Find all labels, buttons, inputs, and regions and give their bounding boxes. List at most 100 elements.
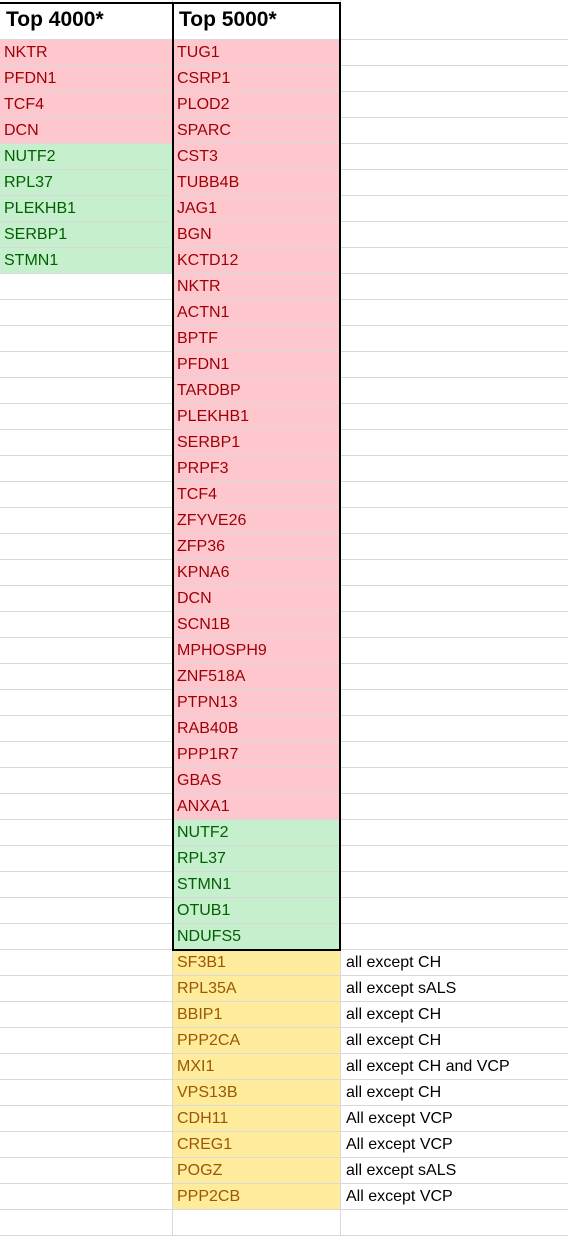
cell-top-5000[interactable]: STMN1 bbox=[173, 872, 341, 898]
cell-top-4000[interactable] bbox=[0, 508, 173, 534]
cell-top-4000[interactable] bbox=[0, 482, 173, 508]
cell-top-5000[interactable]: SF3B1 bbox=[173, 950, 341, 976]
cell-top-4000[interactable]: PFDN1 bbox=[0, 66, 173, 92]
cell-top-4000[interactable] bbox=[0, 612, 173, 638]
cell-top-5000[interactable]: KPNA6 bbox=[173, 560, 341, 586]
cell-top-5000[interactable]: CDH11 bbox=[173, 1106, 341, 1132]
cell-top-4000[interactable] bbox=[0, 1184, 173, 1210]
cell-note[interactable] bbox=[341, 872, 568, 898]
cell-note[interactable] bbox=[341, 196, 568, 222]
cell-top-4000[interactable] bbox=[0, 1158, 173, 1184]
cell-top-4000[interactable] bbox=[0, 976, 173, 1002]
cell-top-4000[interactable] bbox=[0, 352, 173, 378]
cell-top-4000[interactable]: NUTF2 bbox=[0, 144, 173, 170]
cell-top-5000[interactable]: ZFYVE26 bbox=[173, 508, 341, 534]
cell-top-5000[interactable]: NKTR bbox=[173, 274, 341, 300]
cell-note[interactable] bbox=[341, 534, 568, 560]
cell-top-5000[interactable]: ANXA1 bbox=[173, 794, 341, 820]
cell-top-5000[interactable]: PFDN1 bbox=[173, 352, 341, 378]
cell-top-4000[interactable] bbox=[0, 820, 173, 846]
cell-top-4000[interactable] bbox=[0, 716, 173, 742]
cell-top-5000[interactable]: TUBB4B bbox=[173, 170, 341, 196]
cell-top-5000[interactable]: KCTD12 bbox=[173, 248, 341, 274]
cell-top-4000[interactable] bbox=[0, 742, 173, 768]
cell-note[interactable]: all except CH bbox=[341, 1028, 568, 1054]
cell-top-4000[interactable]: DCN bbox=[0, 118, 173, 144]
cell-note[interactable] bbox=[341, 716, 568, 742]
cell-note[interactable] bbox=[341, 248, 568, 274]
cell-note[interactable] bbox=[341, 144, 568, 170]
cell-top-5000[interactable]: NUTF2 bbox=[173, 820, 341, 846]
cell-note[interactable]: all except CH bbox=[341, 1002, 568, 1028]
cell-note[interactable] bbox=[341, 560, 568, 586]
cell-note[interactable] bbox=[341, 274, 568, 300]
cell-note[interactable] bbox=[341, 820, 568, 846]
cell-top-5000[interactable]: BBIP1 bbox=[173, 1002, 341, 1028]
cell-top-5000[interactable]: PLOD2 bbox=[173, 92, 341, 118]
cell-top-5000[interactable]: RPL35A bbox=[173, 976, 341, 1002]
cell-top-4000[interactable] bbox=[0, 690, 173, 716]
cell-note[interactable] bbox=[341, 664, 568, 690]
cell-top-5000[interactable]: CREG1 bbox=[173, 1132, 341, 1158]
cell-top-5000[interactable]: SPARC bbox=[173, 118, 341, 144]
cell-top-5000[interactable]: PRPF3 bbox=[173, 456, 341, 482]
cell-top-4000[interactable] bbox=[0, 1054, 173, 1080]
cell-top-5000[interactable]: ZNF518A bbox=[173, 664, 341, 690]
cell-top-5000[interactable]: PTPN13 bbox=[173, 690, 341, 716]
cell-top-4000[interactable]: PLEKHB1 bbox=[0, 196, 173, 222]
column-header-top-4000[interactable]: Top 4000* bbox=[0, 0, 173, 40]
cell-note[interactable] bbox=[341, 612, 568, 638]
cell-top-4000[interactable] bbox=[0, 924, 173, 950]
cell-note[interactable] bbox=[341, 92, 568, 118]
empty-cell[interactable] bbox=[341, 1210, 568, 1236]
cell-top-4000[interactable] bbox=[0, 1080, 173, 1106]
cell-top-4000[interactable]: RPL37 bbox=[0, 170, 173, 196]
cell-note[interactable]: All except VCP bbox=[341, 1132, 568, 1158]
cell-top-4000[interactable] bbox=[0, 300, 173, 326]
column-header-top-5000[interactable]: Top 5000* bbox=[173, 0, 341, 40]
cell-note[interactable] bbox=[341, 638, 568, 664]
cell-top-4000[interactable] bbox=[0, 950, 173, 976]
cell-note[interactable]: All except VCP bbox=[341, 1184, 568, 1210]
cell-top-5000[interactable]: TARDBP bbox=[173, 378, 341, 404]
cell-top-4000[interactable] bbox=[0, 1002, 173, 1028]
cell-top-4000[interactable] bbox=[0, 586, 173, 612]
cell-top-5000[interactable]: BGN bbox=[173, 222, 341, 248]
cell-top-4000[interactable] bbox=[0, 404, 173, 430]
cell-top-4000[interactable] bbox=[0, 872, 173, 898]
cell-top-5000[interactable]: TCF4 bbox=[173, 482, 341, 508]
cell-note[interactable] bbox=[341, 118, 568, 144]
cell-top-5000[interactable]: MXI1 bbox=[173, 1054, 341, 1080]
cell-top-4000[interactable] bbox=[0, 794, 173, 820]
cell-top-4000[interactable] bbox=[0, 326, 173, 352]
cell-note[interactable] bbox=[341, 456, 568, 482]
cell-top-5000[interactable]: MPHOSPH9 bbox=[173, 638, 341, 664]
cell-note[interactable] bbox=[341, 40, 568, 66]
cell-note[interactable]: all except CH and VCP bbox=[341, 1054, 568, 1080]
cell-note[interactable] bbox=[341, 482, 568, 508]
cell-note[interactable] bbox=[341, 690, 568, 716]
cell-top-5000[interactable]: ACTN1 bbox=[173, 300, 341, 326]
cell-note[interactable] bbox=[341, 404, 568, 430]
cell-top-5000[interactable]: CST3 bbox=[173, 144, 341, 170]
cell-note[interactable] bbox=[341, 222, 568, 248]
cell-top-5000[interactable]: PPP1R7 bbox=[173, 742, 341, 768]
cell-top-4000[interactable] bbox=[0, 456, 173, 482]
empty-cell[interactable] bbox=[0, 1210, 173, 1236]
cell-note[interactable] bbox=[341, 66, 568, 92]
cell-top-4000[interactable]: TCF4 bbox=[0, 92, 173, 118]
cell-note[interactable] bbox=[341, 768, 568, 794]
cell-top-4000[interactable]: NKTR bbox=[0, 40, 173, 66]
cell-note[interactable] bbox=[341, 508, 568, 534]
cell-top-5000[interactable]: JAG1 bbox=[173, 196, 341, 222]
cell-note[interactable]: All except VCP bbox=[341, 1106, 568, 1132]
cell-top-5000[interactable]: ZFP36 bbox=[173, 534, 341, 560]
cell-top-5000[interactable]: CSRP1 bbox=[173, 66, 341, 92]
cell-top-5000[interactable]: GBAS bbox=[173, 768, 341, 794]
cell-top-5000[interactable]: PPP2CA bbox=[173, 1028, 341, 1054]
cell-note[interactable] bbox=[341, 846, 568, 872]
cell-note[interactable] bbox=[341, 326, 568, 352]
cell-top-4000[interactable] bbox=[0, 378, 173, 404]
cell-note[interactable] bbox=[341, 378, 568, 404]
cell-top-4000[interactable] bbox=[0, 560, 173, 586]
